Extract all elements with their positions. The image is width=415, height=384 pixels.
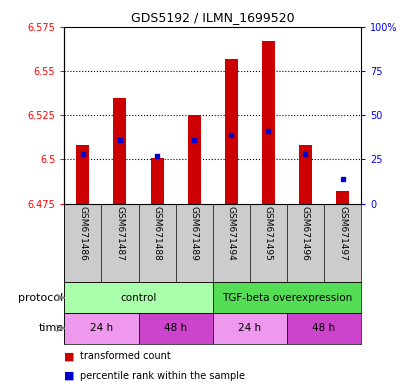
Bar	[262, 41, 275, 204]
Text: GSM671489: GSM671489	[190, 206, 199, 261]
Bar	[213, 282, 361, 313]
Text: TGF-beta overexpression: TGF-beta overexpression	[222, 293, 352, 303]
Text: GSM671496: GSM671496	[301, 206, 310, 261]
Bar	[76, 145, 89, 204]
Bar	[299, 145, 312, 204]
Bar	[213, 313, 287, 344]
Text: 48 h: 48 h	[164, 323, 187, 333]
Text: GSM671494: GSM671494	[227, 206, 236, 261]
Text: 24 h: 24 h	[90, 323, 113, 333]
Text: control: control	[120, 293, 157, 303]
Bar	[188, 115, 200, 204]
Bar	[287, 313, 361, 344]
Title: GDS5192 / ILMN_1699520: GDS5192 / ILMN_1699520	[131, 11, 295, 24]
Text: ■: ■	[64, 371, 75, 381]
Text: 48 h: 48 h	[312, 323, 335, 333]
Text: GSM671497: GSM671497	[338, 206, 347, 261]
Text: percentile rank within the sample: percentile rank within the sample	[80, 371, 245, 381]
Bar	[225, 59, 238, 204]
Bar	[113, 98, 127, 204]
Text: protocol: protocol	[18, 293, 63, 303]
Bar	[64, 313, 139, 344]
Text: GSM671488: GSM671488	[153, 206, 161, 261]
Text: transformed count: transformed count	[80, 351, 171, 361]
Bar	[151, 157, 164, 204]
Bar	[336, 191, 349, 204]
Text: 24 h: 24 h	[238, 323, 261, 333]
Text: time: time	[38, 323, 63, 333]
Text: ■: ■	[64, 351, 75, 361]
Bar	[64, 282, 213, 313]
Text: GSM671495: GSM671495	[264, 206, 273, 261]
Bar	[139, 313, 213, 344]
Text: GSM671486: GSM671486	[78, 206, 88, 261]
Text: GSM671487: GSM671487	[115, 206, 124, 261]
